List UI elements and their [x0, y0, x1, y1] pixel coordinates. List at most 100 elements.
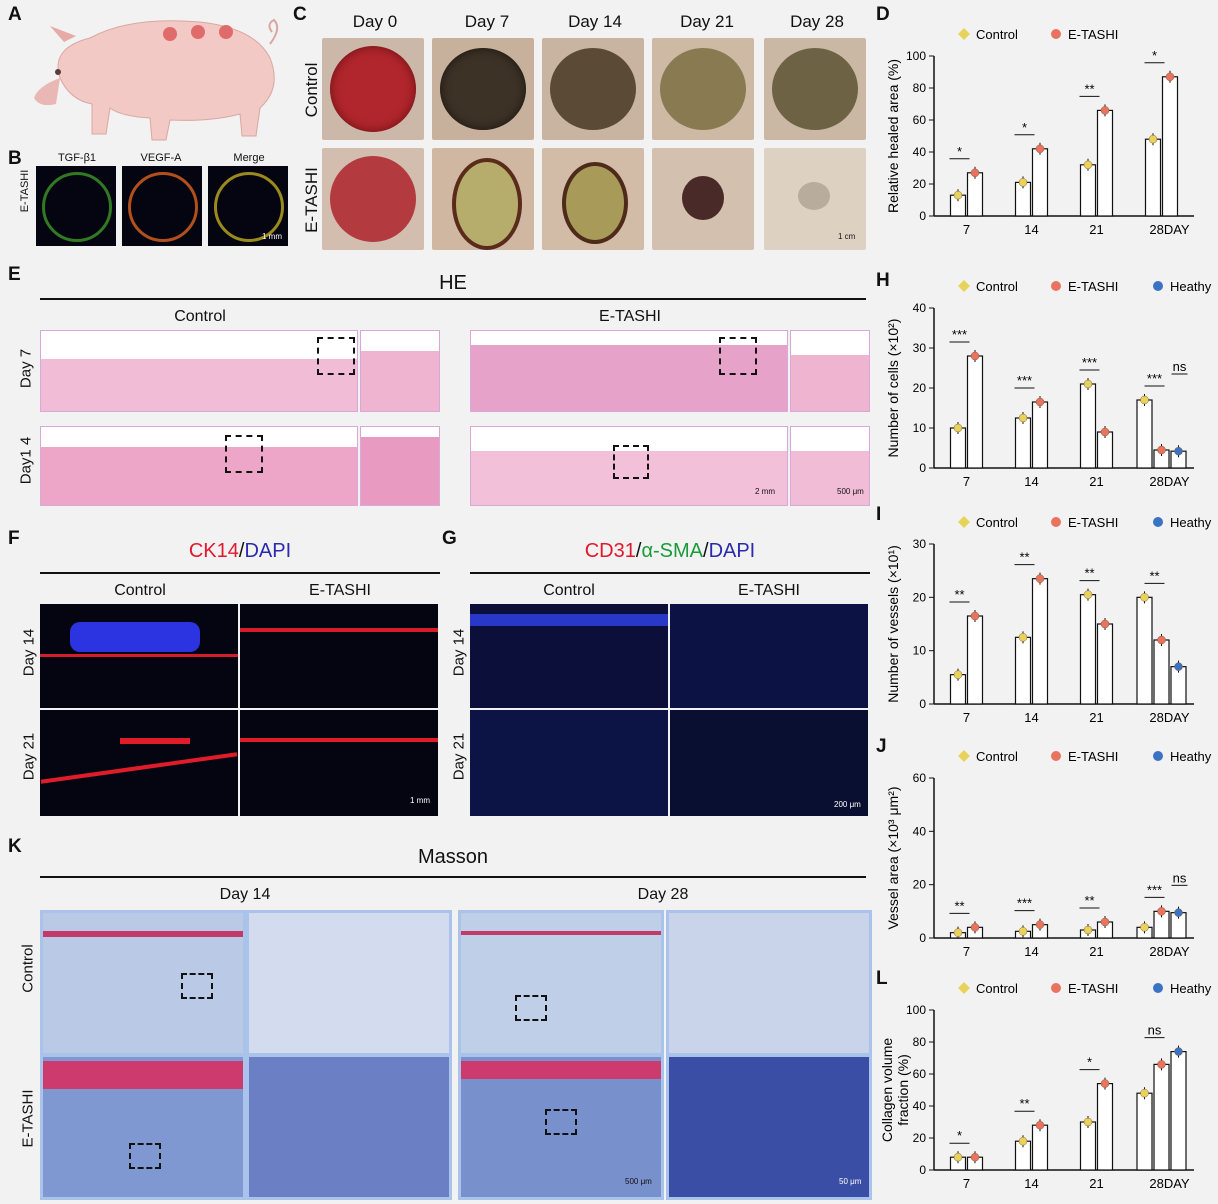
y-axis-title: Number of vessels (×10¹) — [885, 545, 901, 703]
y-tick-label: 80 — [913, 81, 927, 95]
bar-control — [1079, 1121, 1097, 1171]
masson-control-day28 — [458, 910, 664, 1056]
point-control — [1018, 927, 1028, 936]
panel-c-day-21: Day 21 — [680, 12, 734, 31]
bar-e-tashi — [966, 615, 984, 705]
point-heathy — [1174, 908, 1183, 917]
wound-etashi-day0 — [322, 148, 424, 250]
y-tick-label: 40 — [913, 824, 927, 838]
panel-k-scale2: 50 μm — [839, 1177, 862, 1186]
panel-label-c: C — [293, 4, 307, 25]
point-e-tashi — [1100, 917, 1110, 927]
legend-label-control: Control — [976, 279, 1018, 294]
panel-k-row-control: Control — [19, 944, 37, 993]
x-tick-label: 28DAY — [1149, 1176, 1190, 1191]
ck14-control-day14 — [40, 604, 238, 708]
bar-control — [1079, 164, 1097, 217]
y-tick-label: 60 — [913, 1067, 927, 1081]
x-tick-label: 7 — [963, 474, 970, 489]
legend-marker-e-tashi — [1051, 983, 1061, 993]
panel-label-j: J — [876, 736, 887, 757]
panel-k-scale1: 500 μm — [625, 1177, 652, 1186]
point-e-tashi — [1035, 574, 1045, 583]
y-tick-label: 10 — [913, 421, 927, 435]
ck14-etashi-day21: 1 mm — [240, 710, 438, 816]
y-tick-label: 0 — [919, 1163, 926, 1177]
y-axis-title-line1: Collagen volume — [879, 1038, 895, 1142]
panel-f-rule — [40, 572, 440, 574]
panel-f-title-ck14: CK14 — [188, 540, 239, 562]
y-tick-label: 0 — [919, 461, 926, 475]
y-tick-label: 30 — [913, 341, 927, 355]
significance-label: ** — [1149, 568, 1159, 583]
bar-e-tashi — [1096, 1082, 1114, 1171]
x-tick-label: 28DAY — [1149, 710, 1190, 725]
point-e-tashi — [970, 923, 980, 932]
x-tick-label: 14 — [1024, 474, 1038, 489]
chart-i: Control E-TASHI Heathy 0 10 20 30 Number of ves… — [885, 515, 1212, 725]
legend-label-e-tashi: E-TASHI — [1068, 749, 1118, 764]
point-control — [1140, 593, 1149, 602]
x-tick-label: 7 — [963, 1176, 970, 1191]
bar-e-tashi — [966, 355, 984, 469]
y-tick-label: 60 — [913, 771, 927, 785]
point-control — [1018, 1136, 1028, 1146]
panel-k-day28: Day 28 — [637, 886, 689, 903]
cd31-etashi-day14 — [670, 604, 868, 708]
x-tick-label: 7 — [963, 710, 970, 725]
point-e-tashi — [970, 611, 980, 621]
bar-e-tashi — [1161, 76, 1179, 217]
legend-label-e-tashi: E-TASHI — [1068, 981, 1118, 996]
y-tick-label: 20 — [913, 590, 927, 604]
y-tick-label: 40 — [913, 145, 927, 159]
panel-e-title: HE — [439, 272, 467, 294]
y-axis-title: Relative healed area (%) — [885, 59, 901, 213]
panel-c-day-7: Day 7 — [464, 12, 510, 31]
bar-e-tashi — [1153, 639, 1170, 705]
bar-e-tashi — [1031, 578, 1049, 705]
panel-f-col-control: Control — [114, 582, 166, 599]
x-tick-label: 14 — [1024, 944, 1038, 959]
x-tick-label: 14 — [1024, 710, 1038, 725]
legend-marker-e-tashi — [1051, 751, 1061, 761]
chart-h: Control E-TASHI Heathy 0 10 20 30 40 Number of c… — [885, 279, 1212, 489]
panel-b-row-label: E-TASHI — [19, 169, 31, 213]
y-tick-label: 40 — [913, 1099, 927, 1113]
tgf-image — [36, 166, 116, 246]
panel-b-col-3: Merge — [233, 152, 265, 164]
point-control — [1140, 923, 1149, 932]
wound-etashi-day14 — [542, 148, 644, 250]
point-e-tashi — [1100, 619, 1110, 629]
legend-label-e-tashi: E-TASHI — [1068, 279, 1118, 294]
panel-g-scale: 200 μm — [834, 800, 861, 809]
x-tick-label: 21 — [1089, 710, 1103, 725]
panel-g-title-cd31: CD31 — [584, 540, 636, 562]
legend-label-heathy: Heathy — [1170, 279, 1212, 294]
bar-e-tashi — [1153, 1063, 1170, 1171]
point-e-tashi — [1157, 1060, 1166, 1069]
significance-label: *** — [1017, 896, 1032, 911]
x-tick-label: 21 — [1089, 1176, 1103, 1191]
wound-control-day14 — [542, 38, 644, 140]
panel-f-scale: 1 mm — [410, 796, 430, 805]
legend-marker-heathy — [1153, 751, 1163, 761]
panel-c-day-0: Day 0 — [352, 12, 398, 31]
wound-control-day21 — [652, 38, 754, 140]
legend-marker-e-tashi — [1051, 517, 1061, 527]
significance-label: * — [1087, 1055, 1092, 1070]
x-tick-label: 7 — [963, 944, 970, 959]
ck14-etashi-day14 — [240, 604, 438, 708]
legend-marker-heathy — [1153, 517, 1163, 527]
y-tick-label: 20 — [913, 177, 927, 191]
significance-label: ** — [1084, 893, 1094, 908]
pig-illustration — [34, 18, 279, 141]
y-tick-label: 0 — [919, 931, 926, 945]
panel-e-rule — [40, 298, 866, 300]
he-control-day7 — [40, 330, 358, 412]
panel-label-i: I — [876, 504, 882, 525]
point-e-tashi — [1157, 445, 1166, 455]
x-tick-label: 14 — [1024, 1176, 1038, 1191]
significance-label: *** — [1147, 371, 1162, 386]
panel-f-col-etashi: E-TASHI — [309, 582, 371, 599]
bar-e-tashi — [1031, 148, 1049, 217]
